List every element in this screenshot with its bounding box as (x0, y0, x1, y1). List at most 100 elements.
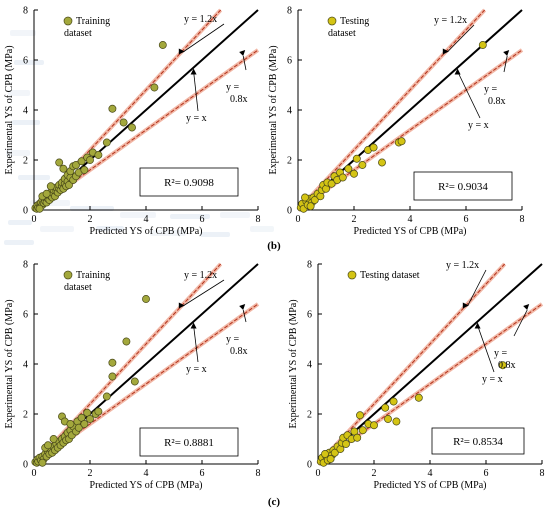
x-tick-label: 4 (144, 214, 149, 225)
data-point (108, 358, 117, 367)
data-point (108, 104, 117, 113)
legend-label: dataset (64, 282, 92, 293)
data-point (49, 435, 58, 443)
upper-line-arrowhead (178, 48, 185, 55)
ideal-line-arrowhead (474, 322, 481, 329)
r2-box (139, 167, 239, 197)
data-point (358, 161, 367, 169)
watermark-blob (4, 240, 34, 245)
ideal-line-arrowhead (190, 68, 197, 75)
data-point (130, 377, 139, 386)
data-point (77, 157, 86, 166)
chart-c-train: 0 2 4 6 8 0 2 4 6 8 Predicted YS of CPB (MPa) Exper… (4, 260, 261, 492)
data-point (46, 182, 55, 191)
r2-value: R²= 0.8881 (164, 437, 214, 449)
y-axis-label: Experimental YS of CPB (MPa) (268, 45, 279, 174)
data-point (321, 450, 329, 458)
data-point (65, 181, 73, 189)
y-tick-label: 6 (307, 310, 312, 321)
lower-line-label: 0.8x (230, 346, 248, 357)
data-point (94, 407, 103, 416)
data-point (344, 164, 353, 173)
data-point (80, 420, 89, 428)
data-point (74, 423, 83, 432)
y-tick-label: 2 (307, 410, 312, 421)
data-point (381, 403, 390, 412)
upper-bound-line (297, 9, 486, 211)
ideal-line-pointer (477, 325, 495, 373)
ideal-line-label: y = x (186, 113, 207, 124)
data-point (44, 441, 52, 450)
data-point (352, 154, 361, 163)
x-tick-label: 0 (32, 468, 37, 479)
y-tick-label: 6 (287, 56, 292, 67)
y-tick-label: 8 (287, 6, 292, 17)
watermark-blob (6, 150, 30, 156)
ideal-line-arrowhead (454, 68, 461, 75)
x-tick-label: 2 (88, 214, 93, 225)
data-point (55, 158, 64, 167)
y-tick-label: 0 (287, 206, 292, 217)
ideal-line-pointer (193, 325, 199, 363)
data-point (338, 173, 347, 182)
ideal-line-arrowhead (190, 322, 197, 329)
y-tick-label: 8 (23, 6, 28, 17)
panel-label-c: (c) (268, 496, 281, 508)
data-point (102, 138, 111, 147)
legend-label: dataset (328, 28, 356, 39)
legend-label: Testing (340, 16, 369, 27)
watermark-blob (150, 230, 186, 236)
data-point (158, 41, 167, 49)
data-point (38, 458, 47, 467)
watermark-blob (8, 90, 30, 96)
upper-bound-line (317, 263, 506, 465)
data-point (370, 421, 378, 430)
x-tick-label: 6 (484, 468, 489, 479)
data-point (342, 440, 350, 448)
legend-label: Training (76, 16, 110, 27)
data-point (108, 372, 117, 381)
y-tick-label: 2 (287, 156, 292, 167)
watermark-blob (250, 226, 274, 232)
x-tick-label: 8 (256, 214, 261, 225)
lower-line-label: 0.8x (498, 360, 516, 371)
chart-b-train: 0 2 4 6 8 0 2 4 6 8 Predicted YS of CPB (MPa) Exper… (4, 6, 261, 238)
y-tick-label: 4 (287, 106, 292, 117)
data-point (478, 41, 487, 49)
y-axis-label: Experimental YS of CPB (MPa) (4, 45, 15, 174)
x-tick-label: 4 (428, 468, 433, 479)
y-tick-label: 8 (307, 260, 312, 271)
x-tick-label: 2 (372, 468, 377, 479)
data-point (142, 295, 150, 303)
ideal-line-label: y = x (482, 374, 503, 385)
legend-marker (63, 16, 73, 26)
upper-line-label: y = 1.2x (446, 260, 479, 271)
watermark-blob (14, 60, 44, 65)
data-point (384, 415, 392, 423)
data-point (397, 137, 406, 146)
lower-line-label: 0.8x (230, 94, 248, 105)
legend-marker (347, 270, 357, 280)
ideal-line-pointer (193, 71, 199, 112)
x-tick-label: 8 (540, 468, 545, 479)
chart-c-test: 0 2 4 6 8 0 2 4 6 8 Predicted YS of CPB (MPa) Exper… (288, 260, 545, 492)
x-tick-label: 4 (408, 214, 413, 225)
x-tick-label: 0 (296, 214, 301, 225)
x-axis-label: Predicted YS of CPB (MPa) (354, 226, 467, 237)
x-axis-label: Predicted YS of CPB (MPa) (374, 480, 487, 491)
lower-line-arrowhead (239, 304, 246, 310)
lower-line-label: y = (226, 82, 240, 93)
upper-line-arrowhead (462, 302, 469, 309)
y-tick-label: 2 (23, 156, 28, 167)
ideal-line-label: y = x (468, 120, 489, 131)
upper-line-arrowhead (442, 48, 449, 55)
data-point (66, 420, 75, 428)
lower-line-label: y = (226, 334, 240, 345)
watermark-blob (12, 120, 40, 125)
upper-line-label: y = 1.2x (184, 270, 217, 281)
lower-line-pointer (513, 309, 528, 337)
lower-line-pointer (242, 309, 247, 323)
lower-line-arrowhead (503, 50, 510, 56)
x-tick-label: 2 (88, 468, 93, 479)
y-tick-label: 6 (23, 310, 28, 321)
